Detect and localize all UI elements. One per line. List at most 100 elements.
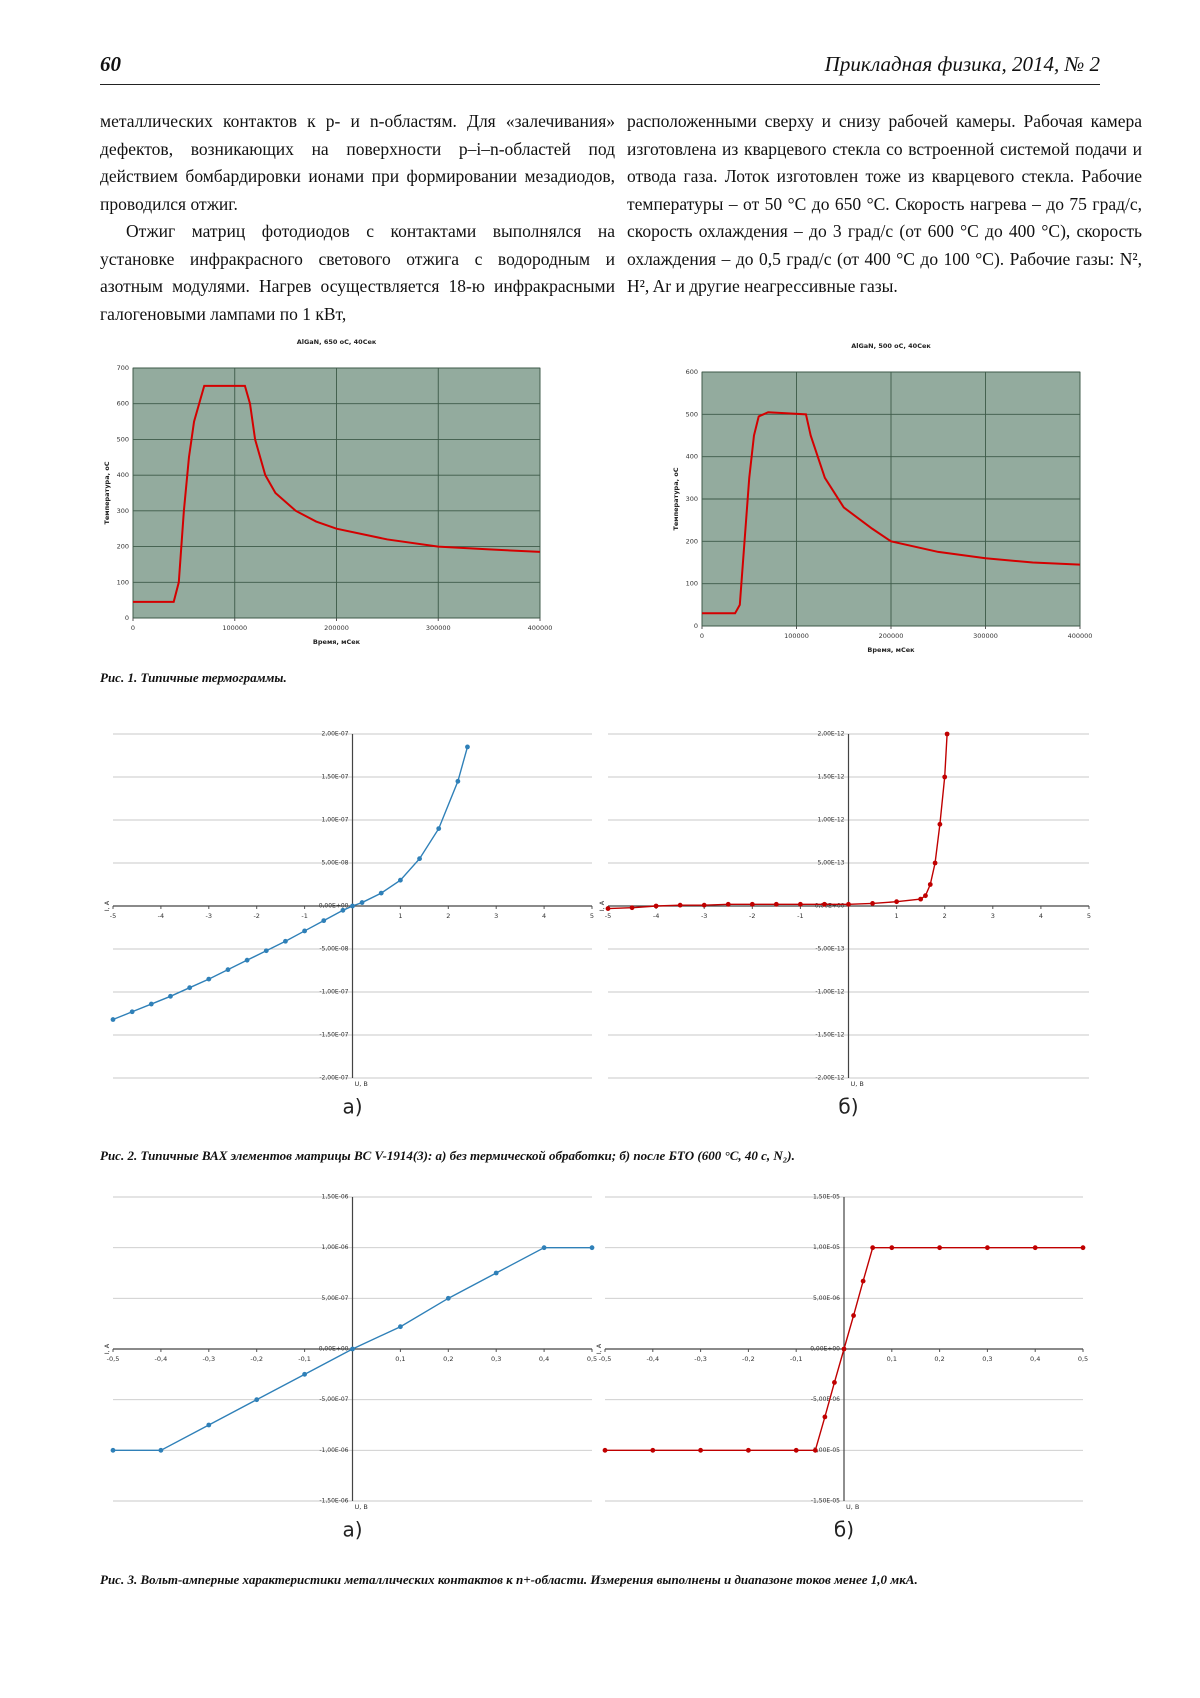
y-tick-label: -2,00E-12 bbox=[815, 1075, 844, 1082]
x-tick-label: 400000 bbox=[528, 624, 553, 632]
x-axis-label: Время, мСек bbox=[313, 638, 361, 646]
y-tick-label: -1,50E-05 bbox=[811, 1498, 840, 1505]
chart-title: AlGaN, 650 oC, 40Сек bbox=[297, 338, 377, 346]
y-tick-label: 300 bbox=[117, 507, 129, 515]
x-tick-label: -0,3 bbox=[694, 1355, 707, 1363]
y-tick-label: 600 bbox=[686, 368, 698, 376]
x-tick-label: 400000 bbox=[1068, 632, 1093, 640]
x-tick-label: 200000 bbox=[324, 624, 349, 632]
y-tick-label: 100 bbox=[117, 578, 129, 586]
data-point bbox=[445, 1295, 451, 1301]
data-point bbox=[749, 901, 755, 907]
paragraph: металлических контактов к p- и n-областя… bbox=[100, 111, 615, 214]
data-point bbox=[225, 967, 231, 973]
data-point bbox=[773, 901, 779, 907]
x-tick-label: 4 bbox=[542, 912, 546, 920]
x-axis-label: U, В bbox=[355, 1503, 368, 1511]
data-point bbox=[340, 907, 346, 913]
x-tick-label: -0,5 bbox=[599, 1355, 612, 1363]
y-tick-label: 400 bbox=[117, 471, 129, 479]
data-point bbox=[677, 902, 683, 908]
data-point bbox=[398, 1324, 403, 1330]
x-tick-label: 5 bbox=[1087, 912, 1091, 920]
data-point bbox=[832, 1380, 837, 1385]
y-tick-label: 5,00E-07 bbox=[322, 1295, 349, 1302]
data-point bbox=[822, 1414, 828, 1420]
y-tick-label: 700 bbox=[117, 364, 129, 372]
data-point bbox=[605, 906, 611, 911]
data-point bbox=[698, 1447, 703, 1453]
data-point bbox=[650, 1447, 656, 1453]
y-tick-label: 600 bbox=[117, 400, 129, 408]
x-tick-label: 0,1 bbox=[887, 1355, 897, 1363]
data-point bbox=[841, 1346, 847, 1352]
data-point bbox=[350, 1346, 355, 1352]
x-tick-label: -0,5 bbox=[107, 1355, 120, 1363]
x-tick-label: -0,2 bbox=[250, 1355, 263, 1363]
x-tick-label: -0,4 bbox=[646, 1355, 659, 1363]
y-tick-label: -2,00E-07 bbox=[319, 1075, 348, 1082]
header-rule bbox=[100, 84, 1100, 85]
data-point bbox=[1080, 1245, 1086, 1251]
data-point bbox=[589, 1245, 595, 1251]
y-tick-label: -1,00E-06 bbox=[319, 1447, 348, 1454]
y-tick-label: 300 bbox=[686, 495, 698, 503]
y-tick-label: 500 bbox=[117, 435, 129, 443]
data-point bbox=[937, 1245, 942, 1251]
x-tick-label: 0,3 bbox=[982, 1355, 992, 1363]
y-tick-label: 200 bbox=[117, 543, 129, 551]
y-tick-label: 0 bbox=[125, 614, 129, 622]
data-point bbox=[923, 893, 928, 899]
x-tick-label: -2 bbox=[749, 912, 755, 920]
data-point bbox=[436, 826, 442, 831]
data-line bbox=[607, 733, 948, 910]
page-number: 60 bbox=[100, 52, 121, 76]
y-tick-label: 100 bbox=[686, 580, 698, 588]
data-point bbox=[889, 1245, 895, 1251]
x-tick-label: 200000 bbox=[879, 632, 904, 640]
data-point bbox=[321, 918, 327, 924]
x-tick-label: 0 bbox=[700, 632, 704, 640]
data-point bbox=[350, 903, 355, 909]
figure-sublabel: а) bbox=[342, 1518, 362, 1542]
y-tick-label: -5,00E-08 bbox=[319, 946, 348, 953]
data-point bbox=[860, 1278, 866, 1284]
figure-sublabel: а) bbox=[342, 1095, 362, 1119]
data-point bbox=[653, 903, 659, 909]
paragraph: расположенными сверху и снизу рабочей ка… bbox=[627, 111, 1142, 296]
data-point bbox=[187, 985, 193, 991]
x-axis-label: U, В bbox=[846, 1503, 859, 1511]
x-tick-label: -3 bbox=[206, 912, 212, 920]
y-tick-label: 2,00E-12 bbox=[818, 731, 845, 738]
x-tick-label: 5 bbox=[590, 912, 594, 920]
data-point bbox=[158, 1447, 164, 1453]
data-point bbox=[629, 905, 635, 911]
data-point bbox=[894, 899, 899, 905]
figure-sublabel: б) bbox=[838, 1095, 858, 1119]
data-point bbox=[798, 901, 803, 907]
data-point bbox=[455, 778, 461, 784]
x-tick-label: 100000 bbox=[222, 624, 247, 632]
data-point bbox=[244, 957, 250, 963]
data-point bbox=[168, 993, 173, 999]
y-tick-label: 1,50E-06 bbox=[322, 1194, 349, 1201]
y-tick-label: 1,00E-12 bbox=[818, 817, 845, 824]
data-point bbox=[851, 1313, 856, 1318]
data-point bbox=[746, 1447, 751, 1453]
data-point bbox=[822, 901, 827, 907]
data-point bbox=[302, 928, 307, 934]
data-point bbox=[465, 744, 470, 750]
y-tick-label: 1,00E-07 bbox=[322, 817, 349, 824]
data-point bbox=[602, 1447, 608, 1453]
x-tick-label: 0,4 bbox=[539, 1355, 549, 1363]
x-tick-label: -5 bbox=[605, 912, 611, 920]
figure-caption: Рис. 2. Типичные ВАХ элементов матрицы B… bbox=[100, 1148, 795, 1163]
x-tick-label: -0,1 bbox=[298, 1355, 311, 1363]
data-point bbox=[129, 1009, 135, 1015]
x-axis-label: U, В bbox=[355, 1080, 368, 1088]
x-tick-label: 1 bbox=[398, 912, 402, 920]
x-tick-label: -0,2 bbox=[742, 1355, 755, 1363]
x-tick-label: 0 bbox=[131, 624, 135, 632]
